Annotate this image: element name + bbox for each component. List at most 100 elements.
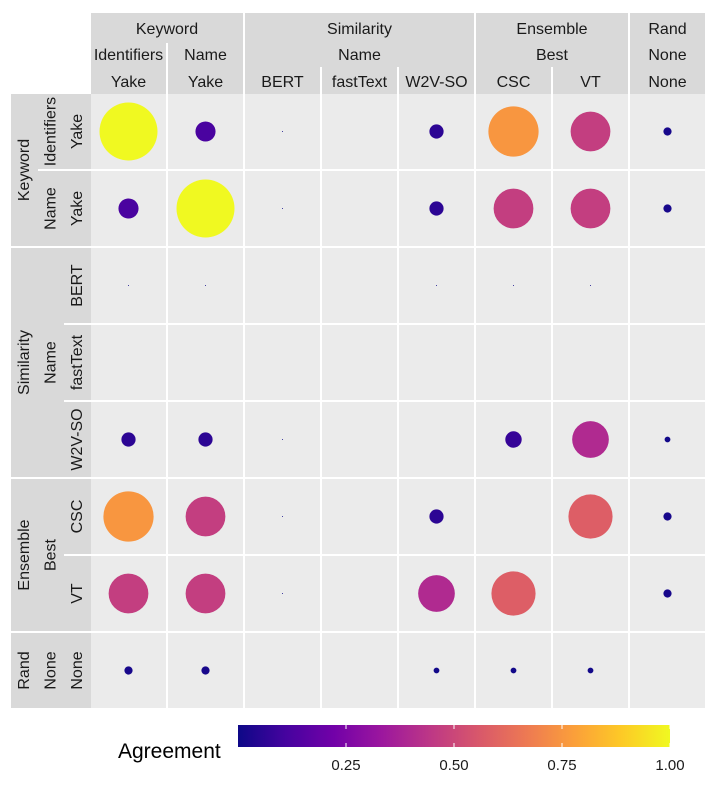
col-group-label: Keyword bbox=[136, 21, 198, 38]
col-method-label: None bbox=[648, 74, 686, 91]
agreement-bubble bbox=[664, 436, 671, 443]
matrix-cell bbox=[322, 479, 397, 554]
matrix-cell bbox=[91, 325, 166, 400]
matrix-cell bbox=[553, 556, 628, 631]
col-scope-strip bbox=[168, 43, 243, 67]
legend-tick-label: 1.00 bbox=[655, 757, 684, 774]
agreement-bubble bbox=[118, 198, 139, 219]
agreement-bubble bbox=[282, 208, 283, 209]
row-group-label: Rand bbox=[16, 651, 33, 689]
row-group-label: Similarity bbox=[16, 330, 33, 395]
col-group-strip bbox=[245, 13, 474, 43]
row-scope-label: None bbox=[43, 651, 60, 689]
matrix-cell bbox=[630, 325, 705, 400]
col-scope-label: Identifiers bbox=[94, 47, 163, 64]
col-method-label: Yake bbox=[111, 74, 146, 91]
col-method-label: Yake bbox=[188, 74, 223, 91]
row-method-label: None bbox=[69, 651, 86, 689]
row-scope-label: Identifiers bbox=[43, 97, 60, 166]
agreement-bubble bbox=[198, 432, 213, 447]
agreement-bubble bbox=[493, 188, 534, 229]
matrix-cell bbox=[322, 171, 397, 246]
agreement-bubble bbox=[205, 285, 206, 286]
col-method-strip bbox=[91, 67, 166, 94]
col-scope-strip bbox=[91, 43, 166, 67]
agreement-bubble bbox=[99, 102, 158, 161]
row-group-strip bbox=[11, 248, 38, 477]
row-method-strip bbox=[64, 633, 91, 708]
agreement-bubble bbox=[282, 131, 283, 132]
row-method-label: VT bbox=[69, 583, 86, 604]
matrix-cell bbox=[476, 325, 551, 400]
row-group-strip bbox=[11, 479, 38, 631]
col-scope-label: Name bbox=[338, 47, 381, 64]
agreement-bubble bbox=[590, 285, 591, 286]
matrix-cell bbox=[322, 402, 397, 477]
agreement-bubble bbox=[436, 285, 437, 286]
col-method-strip bbox=[399, 67, 474, 94]
agreement-bubble bbox=[121, 432, 136, 447]
col-scope-label: Name bbox=[184, 47, 227, 64]
agreement-bubble bbox=[282, 516, 283, 517]
agreement-bubble bbox=[282, 593, 283, 594]
row-group-strip bbox=[11, 633, 38, 708]
col-method-label: BERT bbox=[261, 74, 304, 91]
agreement-bubble bbox=[176, 179, 235, 238]
matrix-cell bbox=[322, 556, 397, 631]
col-scope-label: None bbox=[648, 47, 686, 64]
agreement-bubble bbox=[418, 575, 455, 612]
legend-tick-label: 0.50 bbox=[439, 757, 468, 774]
row-method-strip bbox=[64, 479, 91, 554]
agreement-bubble bbox=[488, 106, 539, 157]
legend-title: Agreement bbox=[118, 740, 221, 763]
row-method-strip bbox=[64, 171, 91, 246]
matrix-cell bbox=[553, 325, 628, 400]
agreement-bubble bbox=[433, 667, 440, 674]
row-group-label: Keyword bbox=[16, 139, 33, 201]
matrix-cell bbox=[322, 633, 397, 708]
row-method-strip bbox=[64, 325, 91, 400]
col-method-strip bbox=[553, 67, 628, 94]
agreement-bubble bbox=[429, 509, 444, 524]
row-method-strip bbox=[64, 94, 91, 169]
agreement-bubble bbox=[570, 111, 611, 152]
agreement-bubble bbox=[568, 494, 613, 539]
agreement-bubble bbox=[663, 512, 672, 521]
col-scope-label: Best bbox=[536, 47, 569, 64]
row-method-strip bbox=[64, 402, 91, 477]
agreement-bubble bbox=[587, 667, 594, 674]
col-method-strip bbox=[245, 67, 320, 94]
col-group-label: Ensemble bbox=[516, 21, 587, 38]
matrix-cell bbox=[245, 633, 320, 708]
matrix-cell bbox=[476, 479, 551, 554]
col-method-label: VT bbox=[580, 74, 601, 91]
agreement-bubble bbox=[128, 285, 129, 286]
row-method-label: W2V-SO bbox=[69, 408, 86, 470]
col-method-label: W2V-SO bbox=[405, 74, 467, 91]
agreement-bubble bbox=[108, 573, 149, 614]
agreement-bubble bbox=[663, 204, 672, 213]
matrix-cell bbox=[322, 325, 397, 400]
matrix-cell bbox=[245, 248, 320, 323]
agreement-bubble bbox=[201, 666, 210, 675]
matrix-cell bbox=[168, 325, 243, 400]
col-method-label: fastText bbox=[332, 74, 388, 91]
agreement-bubble bbox=[663, 127, 672, 136]
row-method-label: Yake bbox=[69, 114, 86, 149]
agreement-bubble bbox=[663, 589, 672, 598]
row-scope-strip bbox=[38, 94, 64, 169]
agreement-bubble bbox=[103, 491, 154, 542]
agreement-bubble bbox=[570, 188, 611, 229]
col-scope-strip bbox=[630, 43, 705, 67]
agreement-bubble bbox=[185, 496, 226, 537]
col-method-strip bbox=[168, 67, 243, 94]
agreement-bubble bbox=[124, 666, 133, 675]
row-scope-strip bbox=[38, 479, 64, 631]
legend: Agreement 0.25 0.50 0.75 1.00 bbox=[118, 725, 685, 774]
row-scope-label: Name bbox=[43, 341, 60, 384]
col-method-strip bbox=[476, 67, 551, 94]
row-group-strip bbox=[11, 94, 38, 246]
agreement-bubble bbox=[505, 431, 522, 448]
row-method-label: BERT bbox=[69, 264, 86, 307]
col-group-label: Rand bbox=[648, 21, 686, 38]
